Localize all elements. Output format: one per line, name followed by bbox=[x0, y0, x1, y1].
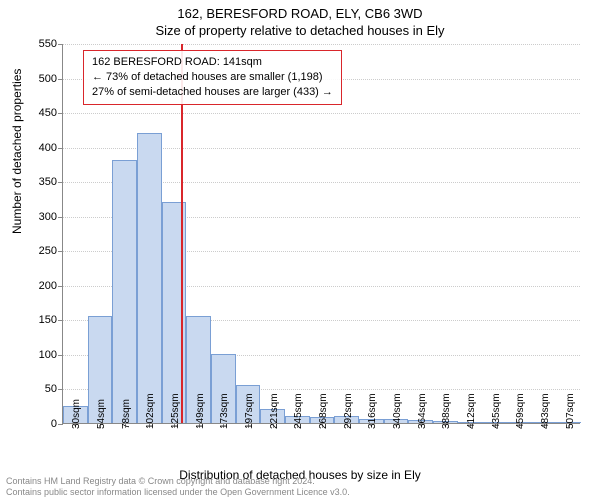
xtick-label: 507sqm bbox=[565, 393, 576, 429]
histogram-bar bbox=[162, 202, 187, 423]
ytick-label: 50 bbox=[45, 383, 57, 395]
xtick-label: 292sqm bbox=[343, 393, 354, 429]
xtick-label: 268sqm bbox=[318, 393, 329, 429]
histogram-bar bbox=[112, 160, 137, 423]
histogram-plot: 05010015020025030035040045050055030sqm54… bbox=[62, 44, 580, 424]
ytick-mark bbox=[58, 424, 63, 425]
ytick-mark bbox=[58, 251, 63, 252]
xtick-label: 459sqm bbox=[515, 393, 526, 429]
ytick-label: 200 bbox=[39, 280, 57, 292]
ytick-label: 450 bbox=[39, 107, 57, 119]
ytick-label: 500 bbox=[39, 73, 57, 85]
ytick-label: 550 bbox=[39, 38, 57, 50]
xtick-label: 483sqm bbox=[540, 393, 551, 429]
ytick-mark bbox=[58, 320, 63, 321]
xtick-label: 412sqm bbox=[466, 393, 477, 429]
ytick-label: 350 bbox=[39, 176, 57, 188]
ytick-mark bbox=[58, 389, 63, 390]
xtick-label: 30sqm bbox=[71, 399, 82, 429]
ytick-mark bbox=[58, 113, 63, 114]
ytick-label: 100 bbox=[39, 349, 57, 361]
ytick-mark bbox=[58, 148, 63, 149]
xtick-label: 125sqm bbox=[170, 393, 181, 429]
ytick-mark bbox=[58, 182, 63, 183]
ytick-mark bbox=[58, 355, 63, 356]
ytick-label: 0 bbox=[51, 418, 57, 430]
xtick-label: 364sqm bbox=[417, 393, 428, 429]
xtick-label: 54sqm bbox=[96, 399, 107, 429]
annotation-box: 162 BERESFORD ROAD: 141sqm← 73% of detac… bbox=[83, 50, 342, 105]
ytick-mark bbox=[58, 286, 63, 287]
y-axis-label: Number of detached properties bbox=[10, 69, 24, 234]
ytick-label: 150 bbox=[39, 314, 57, 326]
ytick-label: 400 bbox=[39, 142, 57, 154]
xtick-label: 388sqm bbox=[441, 393, 452, 429]
title-main: 162, BERESFORD ROAD, ELY, CB6 3WD bbox=[0, 0, 600, 21]
gridline bbox=[63, 113, 580, 114]
footer-line-2: Contains public sector information licen… bbox=[6, 487, 350, 498]
footer-line-1: Contains HM Land Registry data © Crown c… bbox=[6, 476, 350, 487]
ytick-label: 250 bbox=[39, 245, 57, 257]
xtick-label: 340sqm bbox=[392, 393, 403, 429]
histogram-bar bbox=[137, 133, 162, 423]
annotation-line-2: ← 73% of detached houses are smaller (1,… bbox=[92, 70, 333, 85]
xtick-label: 173sqm bbox=[219, 393, 230, 429]
xtick-label: 245sqm bbox=[293, 393, 304, 429]
xtick-label: 435sqm bbox=[491, 393, 502, 429]
annotation-line-3: 27% of semi-detached houses are larger (… bbox=[92, 85, 333, 100]
gridline bbox=[63, 44, 580, 45]
xtick-label: 78sqm bbox=[121, 399, 132, 429]
ytick-mark bbox=[58, 79, 63, 80]
ytick-mark bbox=[58, 217, 63, 218]
xtick-label: 316sqm bbox=[367, 393, 378, 429]
annotation-line-1: 162 BERESFORD ROAD: 141sqm bbox=[92, 55, 333, 70]
title-sub: Size of property relative to detached ho… bbox=[0, 21, 600, 38]
footer-attribution: Contains HM Land Registry data © Crown c… bbox=[6, 476, 350, 498]
xtick-label: 197sqm bbox=[244, 393, 255, 429]
xtick-label: 221sqm bbox=[269, 393, 280, 429]
ytick-label: 300 bbox=[39, 211, 57, 223]
xtick-label: 102sqm bbox=[145, 393, 156, 429]
xtick-label: 149sqm bbox=[195, 393, 206, 429]
ytick-mark bbox=[58, 44, 63, 45]
